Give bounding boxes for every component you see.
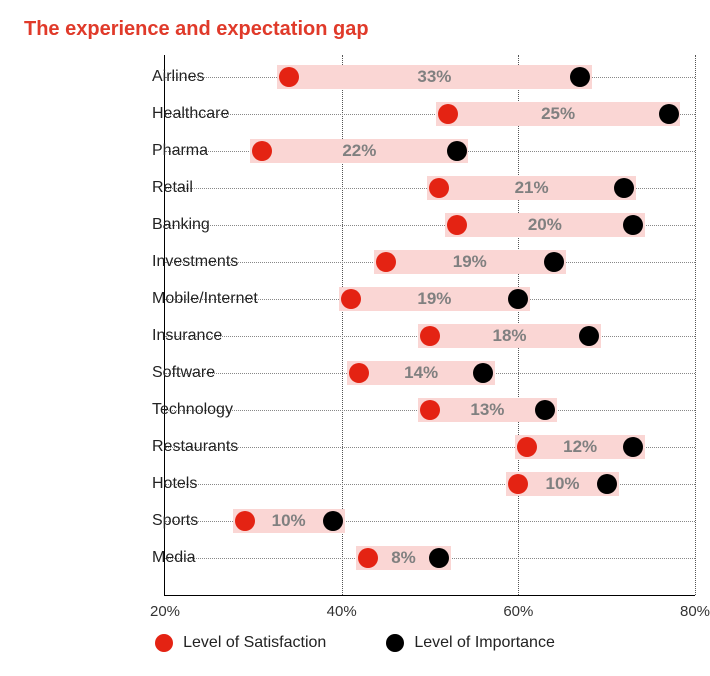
- gap-value-label: 19%: [453, 252, 487, 272]
- gap-value-label: 21%: [515, 178, 549, 198]
- satisfaction-dot: [420, 326, 440, 346]
- satisfaction-dot: [252, 141, 272, 161]
- importance-dot: [614, 178, 634, 198]
- gap-value-label: 14%: [404, 363, 438, 383]
- satisfaction-dot: [279, 67, 299, 87]
- importance-dot: [473, 363, 493, 383]
- x-gridline: [695, 55, 696, 595]
- satisfaction-dot: [341, 289, 361, 309]
- satisfaction-dot: [376, 252, 396, 272]
- x-tick-label: 20%: [150, 603, 180, 620]
- importance-dot: [623, 437, 643, 457]
- gap-value-label: 12%: [563, 437, 597, 457]
- gap-value-label: 22%: [342, 141, 376, 161]
- importance-dot: [535, 400, 555, 420]
- gap-value-label: 20%: [528, 215, 562, 235]
- x-tick-label: 40%: [327, 603, 357, 620]
- plot-area: 20%40%60%80%33%25%22%21%20%19%19%18%14%1…: [164, 55, 695, 596]
- importance-dot: [429, 548, 449, 568]
- legend-label-importance: Level of Importance: [414, 634, 555, 652]
- legend-dot-importance: [386, 634, 404, 652]
- importance-dot: [323, 511, 343, 531]
- satisfaction-dot: [517, 437, 537, 457]
- gap-value-label: 10%: [272, 511, 306, 531]
- satisfaction-dot: [235, 511, 255, 531]
- x-tick-label: 60%: [503, 603, 533, 620]
- importance-dot: [508, 289, 528, 309]
- satisfaction-dot: [420, 400, 440, 420]
- gap-value-label: 8%: [391, 548, 416, 568]
- importance-dot: [447, 141, 467, 161]
- gap-value-label: 10%: [545, 474, 579, 494]
- satisfaction-dot: [358, 548, 378, 568]
- chart-title: The experience and expectation gap: [24, 18, 686, 41]
- gap-value-label: 18%: [492, 326, 526, 346]
- importance-dot: [570, 67, 590, 87]
- legend-dot-satisfaction: [155, 634, 173, 652]
- importance-dot: [659, 104, 679, 124]
- satisfaction-dot: [508, 474, 528, 494]
- importance-dot: [579, 326, 599, 346]
- satisfaction-dot: [447, 215, 467, 235]
- dumbbell-chart: 20%40%60%80%33%25%22%21%20%19%19%18%14%1…: [24, 55, 686, 595]
- legend-label-satisfaction: Level of Satisfaction: [183, 634, 326, 652]
- gap-value-label: 25%: [541, 104, 575, 124]
- satisfaction-dot: [438, 104, 458, 124]
- legend-item-importance: Level of Importance: [386, 634, 555, 652]
- gap-value-label: 13%: [470, 400, 504, 420]
- importance-dot: [544, 252, 564, 272]
- legend: Level of Satisfaction Level of Importanc…: [0, 634, 710, 652]
- satisfaction-dot: [429, 178, 449, 198]
- importance-dot: [623, 215, 643, 235]
- satisfaction-dot: [349, 363, 369, 383]
- x-tick-label: 80%: [680, 603, 710, 620]
- importance-dot: [597, 474, 617, 494]
- legend-item-satisfaction: Level of Satisfaction: [155, 634, 326, 652]
- gap-value-label: 33%: [417, 67, 451, 87]
- gap-value-label: 19%: [417, 289, 451, 309]
